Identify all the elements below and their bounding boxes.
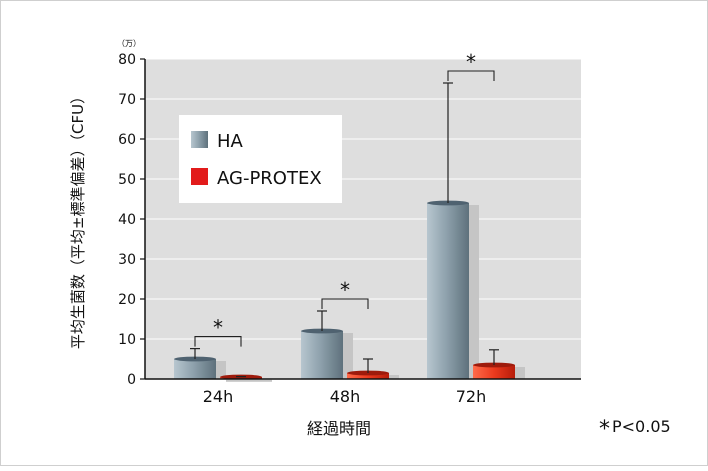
y-tick-label: 10 xyxy=(118,332,136,348)
legend-label-ha: HA xyxy=(217,131,244,152)
y-axis-ticks: 0 10 20 30 40 50 60 70 80 xyxy=(118,52,145,388)
legend-box xyxy=(179,115,342,203)
y-tick-label: 40 xyxy=(118,212,136,228)
legend-label-ag-protex: AG-PROTEX xyxy=(217,168,322,189)
bar-ha xyxy=(174,359,216,379)
x-axis-title: 経過時間 xyxy=(307,419,371,438)
bar-shadow xyxy=(226,379,272,382)
significance-marks: * * * xyxy=(194,50,495,347)
y-tick-label: 0 xyxy=(127,372,136,388)
bar-ag-protex xyxy=(473,365,515,379)
legend-swatch-ha xyxy=(191,131,208,148)
bar-ha xyxy=(427,203,469,379)
footnote-pvalue: P<0.05 xyxy=(612,417,671,436)
x-axis-ticks: 24h 48h 72h xyxy=(203,387,487,406)
y-tick-label: 80 xyxy=(118,52,136,68)
significance-bracket xyxy=(194,336,242,347)
significance-star: * xyxy=(466,50,476,74)
bar-ag-protex xyxy=(347,373,389,379)
y-tick-label: 50 xyxy=(118,172,136,188)
y-tick-label: 60 xyxy=(118,132,136,148)
footnote-star: * xyxy=(599,417,610,442)
x-tick-label: 72h xyxy=(456,387,487,406)
y-tick-label: 30 xyxy=(118,252,136,268)
significance-bracket xyxy=(447,70,495,81)
error-bars xyxy=(190,82,499,378)
significance-bracket xyxy=(321,298,369,309)
significance-star: * xyxy=(213,316,223,340)
significance-star: * xyxy=(340,278,350,302)
y-tick-label: 70 xyxy=(118,92,136,108)
y-tick-label: 20 xyxy=(118,292,136,308)
legend: HA AG-PROTEX xyxy=(179,115,342,203)
y-unit-label: （万） xyxy=(117,39,141,48)
legend-swatch-ag-protex xyxy=(191,168,208,185)
bar-ha xyxy=(301,331,343,379)
x-tick-label: 48h xyxy=(330,387,361,406)
x-tick-label: 24h xyxy=(203,387,234,406)
y-axis-title: 平均生菌数（平均±標準偏差）（CFU） xyxy=(69,89,87,349)
